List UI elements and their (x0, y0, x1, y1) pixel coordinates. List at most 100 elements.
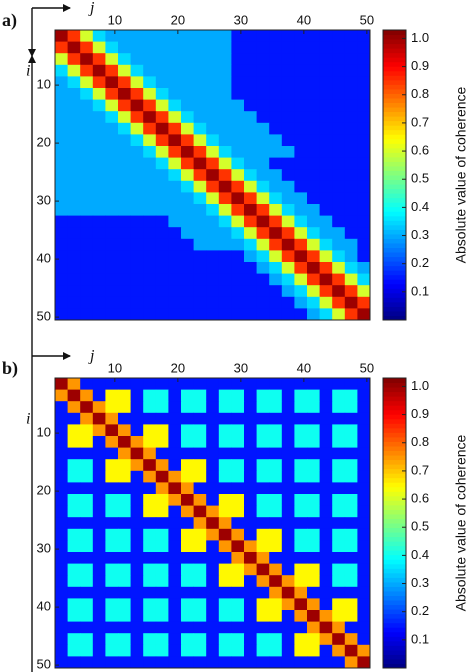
heatmap-cell (256, 552, 270, 564)
heatmap-cell (193, 262, 207, 274)
heatmap-cell (118, 575, 131, 588)
heatmap-cell (155, 528, 169, 541)
heatmap-cell (155, 540, 169, 553)
heatmap-cell (55, 262, 68, 274)
heatmap-cell (181, 656, 194, 669)
heatmap-cell (181, 192, 194, 205)
colorbar-swatch (383, 509, 406, 515)
heatmap-cell (307, 227, 320, 240)
heatmap-cell (294, 238, 308, 251)
heatmap-cell (67, 308, 81, 321)
heatmap-cell (181, 610, 194, 622)
heatmap-cell (218, 656, 232, 669)
heatmap-cell (168, 436, 182, 448)
heatmap-cell (269, 99, 283, 112)
heatmap-cell (105, 621, 119, 634)
heatmap-cell (307, 436, 320, 448)
heatmap-cell (67, 552, 81, 564)
heatmap-cell (67, 412, 81, 425)
heatmap-cell (130, 494, 144, 506)
heatmap-cell (193, 111, 207, 124)
heatmap-cell (357, 633, 371, 646)
heatmap-cell (130, 169, 144, 182)
heatmap-cell (92, 122, 106, 135)
heatmap-cell (118, 169, 131, 182)
heatmap-cell (319, 563, 333, 576)
heatmap-cell (181, 389, 194, 402)
heatmap-cell (55, 424, 68, 437)
heatmap-cell (332, 447, 346, 460)
heatmap-cell (118, 540, 131, 553)
heatmap-cell (218, 227, 232, 240)
heatmap-cell (118, 656, 131, 669)
heatmap-cell (307, 575, 320, 588)
heatmap-cell (218, 111, 232, 124)
heatmap-cell (143, 157, 157, 170)
heatmap-cell (55, 41, 68, 54)
heatmap-cell (155, 169, 169, 182)
heatmap-cell (307, 459, 320, 472)
colorbar-swatch (383, 116, 406, 122)
heatmap-cell (193, 494, 207, 506)
heatmap-cell (332, 470, 346, 483)
heatmap-cell (344, 586, 358, 599)
heatmap-cell (181, 586, 194, 599)
heatmap-cell (269, 111, 283, 124)
heatmap-cell (307, 401, 320, 414)
heatmap-cell (168, 552, 182, 564)
colorbar-tick-label: 0.7 (411, 114, 429, 129)
heatmap-cell (130, 505, 144, 518)
heatmap-cell (143, 586, 157, 599)
heatmap-cell (55, 412, 68, 425)
colorbar-tick-label: 0.8 (411, 86, 429, 101)
heatmap-cell (155, 88, 169, 100)
heatmap-cell (218, 389, 232, 402)
heatmap-cell (105, 180, 119, 193)
colorbar-swatch (383, 197, 406, 203)
heatmap-cell (143, 273, 157, 286)
heatmap-cell (143, 53, 157, 66)
heatmap-cell (155, 598, 169, 611)
heatmap-cell (231, 633, 245, 646)
heatmap-cell (244, 528, 257, 541)
heatmap-cell (55, 250, 68, 263)
heatmap-cell (193, 308, 207, 321)
heatmap-cell (332, 169, 346, 182)
heatmap-cell (168, 215, 182, 228)
heatmap-cell (269, 146, 283, 158)
heatmap-cell (143, 528, 157, 541)
heatmap-cell (143, 41, 157, 54)
heatmap-cell (307, 53, 320, 66)
heatmap-cell (80, 575, 94, 588)
plot-frame (54, 377, 371, 669)
heatmap-cell (181, 30, 194, 42)
heatmap-cell (244, 53, 257, 66)
heatmap-cell (332, 389, 346, 402)
colorbar-swatch (383, 211, 406, 217)
heatmap-cell (67, 656, 81, 669)
heatmap-cell (80, 273, 94, 286)
heatmap-cell (206, 262, 220, 274)
heatmap-cell (67, 146, 81, 158)
heatmap-cell (168, 285, 182, 298)
colorbar-swatch (383, 604, 406, 610)
heatmap-cell (92, 517, 106, 530)
colorbar-swatch (383, 48, 406, 54)
heatmap-cell (206, 250, 220, 263)
heatmap-cell (168, 621, 182, 634)
heatmap-cell (244, 64, 257, 77)
heatmap-cell (181, 412, 194, 425)
heatmap-cell (244, 470, 257, 483)
heatmap-cell (332, 111, 346, 124)
heatmap-cell (294, 122, 308, 135)
colorbar-tick-label: 0.9 (411, 406, 429, 421)
heatmap-cell (357, 308, 371, 321)
heatmap-cell (294, 528, 308, 541)
heatmap-cell (281, 262, 295, 274)
heatmap-cell (55, 64, 68, 77)
heatmap-cell (256, 250, 270, 263)
heatmap-cell (344, 296, 358, 309)
heatmap-cell (206, 494, 220, 506)
heatmap-cell (231, 215, 245, 228)
heatmap-cell (130, 308, 144, 321)
